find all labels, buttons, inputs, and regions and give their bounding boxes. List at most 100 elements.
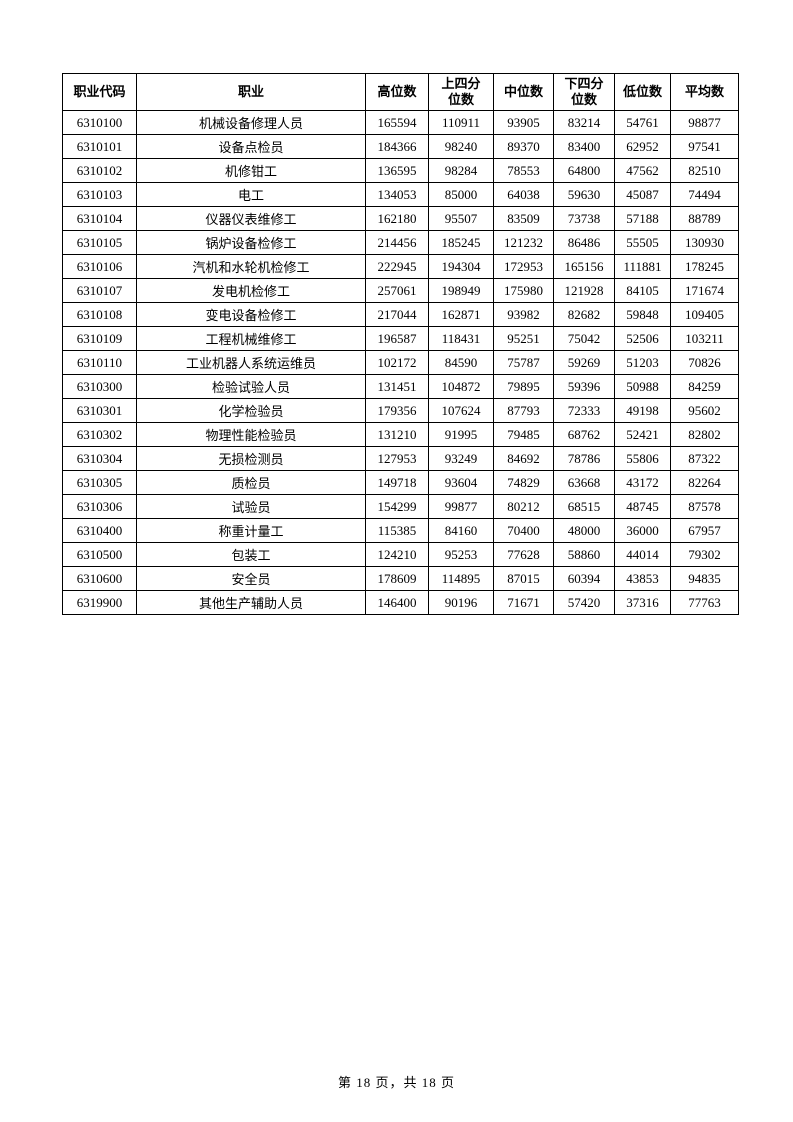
value-cell: 111881 <box>614 254 671 279</box>
page-footer: 第 18 页，共 18 页 <box>337 1075 455 1090</box>
occupation-name-cell: 机修钳工 <box>136 158 366 183</box>
value-cell: 63668 <box>553 470 615 495</box>
value-cell: 95253 <box>428 542 494 567</box>
occupation-name-cell: 锅炉设备检修工 <box>136 230 366 255</box>
salary-statistics-table: 职业代码 职业 高位数 上四分 位数 中位数 下四分 位数 低位数 平均数 6310100 机械… <box>62 73 739 615</box>
value-cell: 104872 <box>428 374 494 399</box>
occupation-code-cell: 6310304 <box>62 446 137 471</box>
value-cell: 48000 <box>553 518 615 543</box>
value-cell: 196587 <box>365 326 429 351</box>
occupation-name-cell: 称重计量工 <box>136 518 366 543</box>
value-cell: 80212 <box>493 494 554 519</box>
table-row: 6310107 发电机检修工 257061 198949 175980 121928 841… <box>62 278 739 303</box>
value-cell: 55806 <box>614 446 671 471</box>
occupation-code-cell: 6310101 <box>62 134 137 159</box>
value-cell: 71671 <box>493 590 554 615</box>
table-row: 6310306 试验员 154299 99877 80212 68515 48745 8757… <box>62 494 739 519</box>
value-cell: 127953 <box>365 446 429 471</box>
value-cell: 68762 <box>553 422 615 447</box>
value-cell: 86486 <box>553 230 615 255</box>
value-cell: 93905 <box>493 110 554 135</box>
table-row: 6310104 仪器仪表维修工 162180 95507 83509 73738 57188… <box>62 206 739 231</box>
occupation-name-cell: 安全员 <box>136 566 366 591</box>
table-row: 6310300 检验试验人员 131451 104872 79895 59396 50988… <box>62 374 739 399</box>
occupation-name-cell: 其他生产辅助人员 <box>136 590 366 615</box>
occupation-code-cell: 6310600 <box>62 566 137 591</box>
value-cell: 98240 <box>428 134 494 159</box>
value-cell: 52421 <box>614 422 671 447</box>
occupation-code-cell: 6310500 <box>62 542 137 567</box>
value-cell: 121232 <box>493 230 554 255</box>
occupation-name-cell: 设备点检员 <box>136 134 366 159</box>
value-cell: 47562 <box>614 158 671 183</box>
value-cell: 79302 <box>670 542 739 567</box>
occupation-name-cell: 无损检测员 <box>136 446 366 471</box>
value-cell: 75787 <box>493 350 554 375</box>
table-row: 6310103 电工 134053 85000 64038 59630 45087 74494 <box>62 182 739 207</box>
value-cell: 178609 <box>365 566 429 591</box>
value-cell: 95507 <box>428 206 494 231</box>
column-header: 上四分 位数 <box>428 73 494 111</box>
table-row: 6310106 汽机和水轮机检修工 222945 194304 172953 165156… <box>62 254 739 279</box>
value-cell: 134053 <box>365 182 429 207</box>
value-cell: 184366 <box>365 134 429 159</box>
occupation-name-cell: 包装工 <box>136 542 366 567</box>
table-row: 6310301 化学检验员 179356 107624 87793 72333 49198 9… <box>62 398 739 423</box>
value-cell: 59630 <box>553 182 615 207</box>
value-cell: 162871 <box>428 302 494 327</box>
value-cell: 43853 <box>614 566 671 591</box>
value-cell: 84105 <box>614 278 671 303</box>
occupation-code-cell: 6310109 <box>62 326 137 351</box>
value-cell: 93249 <box>428 446 494 471</box>
value-cell: 82802 <box>670 422 739 447</box>
column-header: 中位数 <box>493 73 554 111</box>
table-row: 6310302 物理性能检验员 131210 91995 79485 68762 52421… <box>62 422 739 447</box>
value-cell: 90196 <box>428 590 494 615</box>
value-cell: 37316 <box>614 590 671 615</box>
value-cell: 73738 <box>553 206 615 231</box>
value-cell: 146400 <box>365 590 429 615</box>
value-cell: 67957 <box>670 518 739 543</box>
value-cell: 83400 <box>553 134 615 159</box>
value-cell: 198949 <box>428 278 494 303</box>
value-cell: 185245 <box>428 230 494 255</box>
value-cell: 36000 <box>614 518 671 543</box>
value-cell: 84259 <box>670 374 739 399</box>
value-cell: 60394 <box>553 566 615 591</box>
value-cell: 74494 <box>670 182 739 207</box>
column-header: 平均数 <box>670 73 739 111</box>
occupation-name-cell: 检验试验人员 <box>136 374 366 399</box>
column-header: 下四分 位数 <box>553 73 615 111</box>
value-cell: 82510 <box>670 158 739 183</box>
value-cell: 93604 <box>428 470 494 495</box>
value-cell: 107624 <box>428 398 494 423</box>
value-cell: 79895 <box>493 374 554 399</box>
table-header-row: 职业代码 职业 高位数 上四分 位数 中位数 下四分 位数 低位数 平均数 <box>62 73 739 111</box>
value-cell: 52506 <box>614 326 671 351</box>
table-row: 6310304 无损检测员 127953 93249 84692 78786 55806 87… <box>62 446 739 471</box>
value-cell: 84692 <box>493 446 554 471</box>
value-cell: 99877 <box>428 494 494 519</box>
value-cell: 87578 <box>670 494 739 519</box>
occupation-code-cell: 6310110 <box>62 350 137 375</box>
value-cell: 45087 <box>614 182 671 207</box>
value-cell: 44014 <box>614 542 671 567</box>
value-cell: 88789 <box>670 206 739 231</box>
value-cell: 77628 <box>493 542 554 567</box>
table-row: 6310500 包装工 124210 95253 77628 58860 44014 7930… <box>62 542 739 567</box>
value-cell: 162180 <box>365 206 429 231</box>
value-cell: 136595 <box>365 158 429 183</box>
value-cell: 54761 <box>614 110 671 135</box>
value-cell: 87015 <box>493 566 554 591</box>
value-cell: 222945 <box>365 254 429 279</box>
value-cell: 154299 <box>365 494 429 519</box>
value-cell: 55505 <box>614 230 671 255</box>
value-cell: 179356 <box>365 398 429 423</box>
value-cell: 82682 <box>553 302 615 327</box>
occupation-name-cell: 工程机械维修工 <box>136 326 366 351</box>
occupation-code-cell: 6310105 <box>62 230 137 255</box>
value-cell: 50988 <box>614 374 671 399</box>
value-cell: 118431 <box>428 326 494 351</box>
occupation-code-cell: 6310305 <box>62 470 137 495</box>
table-row: 6310102 机修钳工 136595 98284 78553 64800 47562 825… <box>62 158 739 183</box>
